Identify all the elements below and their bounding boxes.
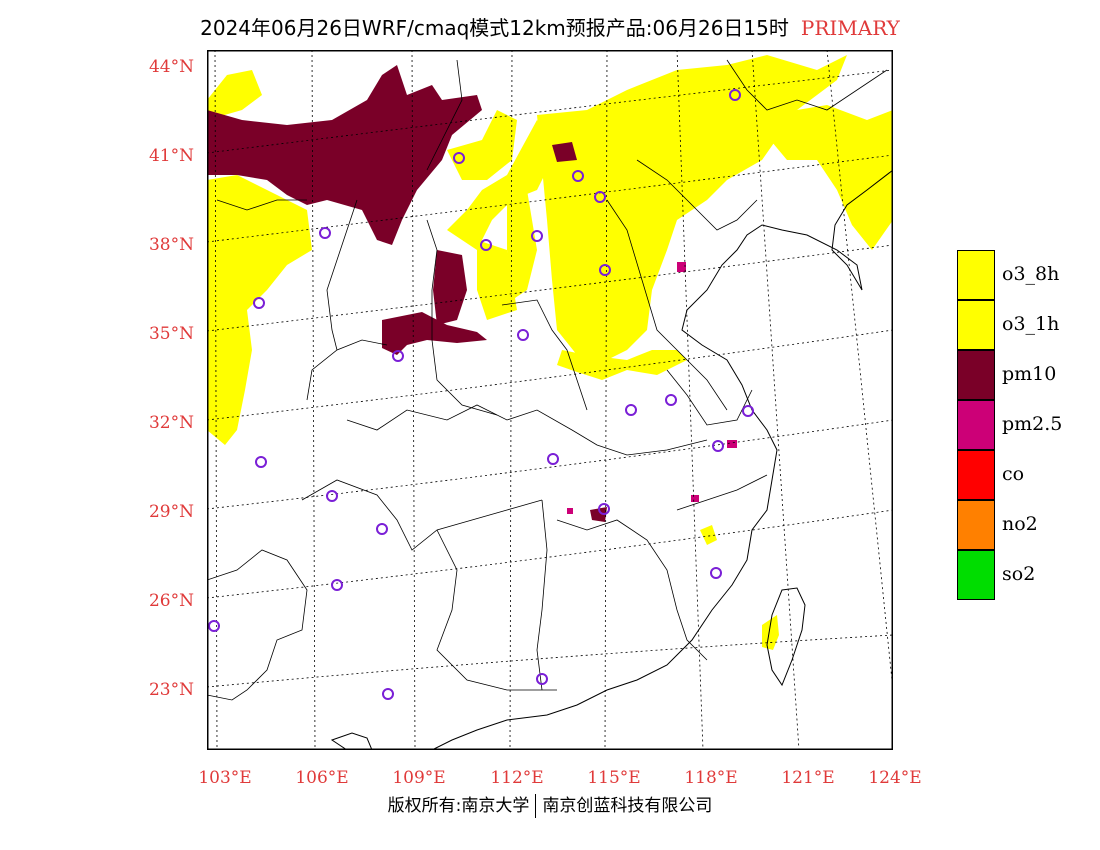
footer-right: 南京创蓝科技有限公司 xyxy=(542,796,713,816)
coastline xyxy=(330,169,893,750)
legend-swatch-o3-1h xyxy=(957,300,995,350)
legend-swatch-so2 xyxy=(957,550,995,600)
forecast-map xyxy=(207,50,893,750)
lon-label-109: 109°E xyxy=(392,768,446,788)
legend-label: pm2.5 xyxy=(1002,413,1063,435)
station-markers xyxy=(208,89,754,700)
title-tag: PRIMARY xyxy=(800,16,900,40)
lat-label-41: 41°N xyxy=(148,146,194,166)
legend-label: o3_8h xyxy=(1002,263,1060,285)
footer-divider xyxy=(535,794,537,818)
lon-label-124: 124°E xyxy=(868,768,922,788)
o3-areas xyxy=(207,55,893,650)
legend-swatch-no2 xyxy=(957,500,995,550)
legend-swatch-o3-8h xyxy=(957,250,995,300)
lat-label-26: 26°N xyxy=(148,591,194,611)
legend-label: pm10 xyxy=(1002,363,1057,385)
lat-label-44: 44°N xyxy=(148,57,194,77)
legend-label: o3_1h xyxy=(1002,313,1060,335)
legend-label: no2 xyxy=(1002,513,1038,535)
lon-label-106: 106°E xyxy=(295,768,349,788)
lon-label-118: 118°E xyxy=(684,768,738,788)
legend-label: co xyxy=(1002,463,1025,485)
legend-swatch-pm10 xyxy=(957,350,995,400)
lon-label-103: 103°E xyxy=(198,768,252,788)
lat-label-29: 29°N xyxy=(148,502,194,522)
legend-label: so2 xyxy=(1002,563,1036,585)
legend-swatch-co xyxy=(957,450,995,500)
map-title: 2024年06月26日WRF/cmaq模式12km预报产品:06月26日15时 P… xyxy=(0,12,1100,41)
lat-label-38: 38°N xyxy=(148,235,194,255)
lon-label-121: 121°E xyxy=(781,768,835,788)
graticule xyxy=(207,50,893,750)
pm25-areas xyxy=(567,262,737,514)
copyright-footer: 版权所有:南京大学 南京创蓝科技有限公司 xyxy=(0,791,1100,818)
lat-label-32: 32°N xyxy=(148,413,194,433)
footer-left: 版权所有:南京大学 xyxy=(387,796,530,816)
legend-swatch-pm25 xyxy=(957,400,995,450)
lat-label-35: 35°N xyxy=(148,324,194,344)
pm10-areas xyxy=(207,65,607,522)
province-borders xyxy=(207,59,888,701)
title-main: 2024年06月26日WRF/cmaq模式12km预报产品:06月26日15时 xyxy=(200,16,789,40)
lat-label-23: 23°N xyxy=(148,680,194,700)
lon-label-112: 112°E xyxy=(490,768,544,788)
lon-label-115: 115°E xyxy=(587,768,641,788)
